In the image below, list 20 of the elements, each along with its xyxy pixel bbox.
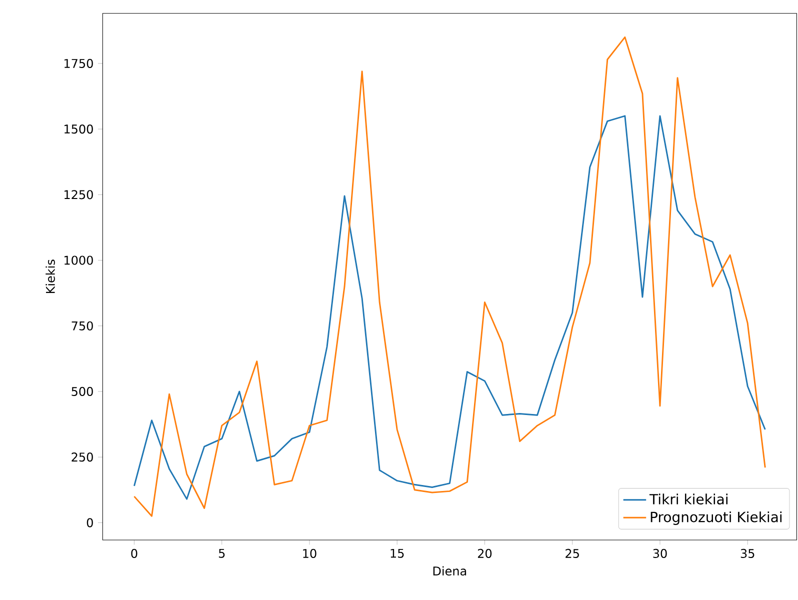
x-tick-label: 15 (390, 548, 404, 558)
y-tick-label: 1750 (64, 58, 93, 68)
y-axis-title: Kiekis (46, 260, 55, 294)
y-tick-label: 0 (86, 518, 93, 528)
x-tick-label: 25 (566, 548, 579, 558)
x-tick-label: 10 (303, 548, 316, 558)
y-tick-label: 1000 (64, 256, 93, 265)
y-tick-label: 250 (72, 452, 93, 462)
x-axis-title: Diena (433, 566, 466, 576)
x-tick-label: 5 (218, 548, 225, 558)
legend-label: Tikri kiekiai (649, 494, 728, 504)
y-tick-label: 1250 (64, 190, 93, 200)
x-tick-label: 20 (478, 548, 492, 558)
x-tick-label: 35 (740, 548, 754, 558)
y-tick-label: 1500 (64, 124, 93, 134)
legend-label: Prognozuoti Kiekiai (650, 511, 782, 525)
x-tick-label: 0 (131, 548, 138, 558)
y-tick-label: 500 (72, 386, 93, 396)
y-tick-label: 750 (72, 321, 93, 330)
x-tick-label: 30 (653, 548, 667, 558)
